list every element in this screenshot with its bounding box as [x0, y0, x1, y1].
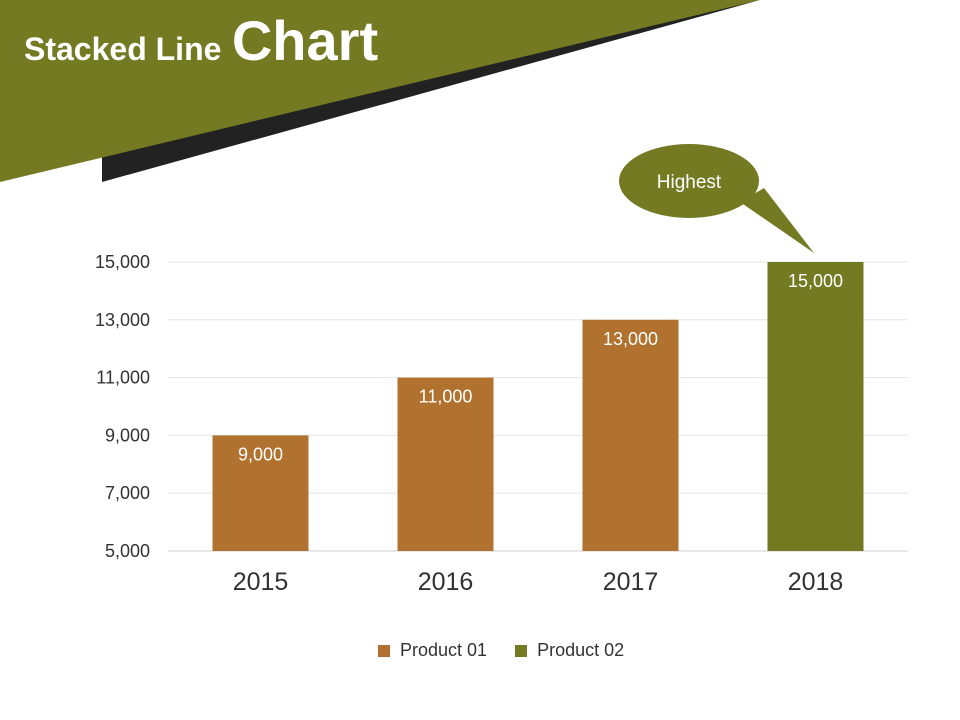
legend-swatch-product-02 — [515, 644, 528, 657]
y-tick-label: 7,000 — [105, 483, 150, 503]
legend-item-product-01: Product 01 — [378, 640, 487, 661]
chart-legend: Product 01 Product 02 — [378, 640, 652, 661]
callout-bubble — [619, 144, 759, 218]
legend-swatch-product-01 — [378, 644, 390, 657]
callout-text: Highest — [657, 172, 722, 193]
data-label: 13,000 — [603, 329, 658, 349]
legend-label-product-01: Product 01 — [400, 640, 488, 660]
x-tick-label: 2018 — [788, 568, 844, 596]
bar-2015-series-1 — [212, 435, 309, 551]
x-tick-label: 2015 — [233, 568, 289, 596]
data-label: 15,000 — [788, 271, 843, 291]
bar-2017-series-1 — [582, 319, 679, 551]
x-tick-label: 2016 — [418, 568, 474, 596]
banner-shadow — [102, 0, 760, 182]
banner-olive — [0, 0, 760, 182]
x-tick-label: 2017 — [603, 568, 659, 596]
title-banner — [0, 0, 760, 182]
page-title: Stacked Line Chart — [24, 8, 378, 73]
legend-label-product-02: Product 02 — [537, 640, 625, 660]
callout-pointer — [740, 188, 814, 253]
bar-2018-series-2 — [767, 262, 864, 551]
y-tick-label: 9,000 — [105, 425, 150, 445]
title-part2: Chart — [231, 9, 379, 72]
title-part1: Stacked Line — [24, 31, 222, 67]
y-tick-label: 11,000 — [96, 368, 150, 388]
y-tick-label: 5,000 — [105, 541, 150, 561]
legend-item-product-02: Product 02 — [515, 640, 624, 661]
y-tick-label: 13,000 — [95, 310, 150, 330]
data-label: 9,000 — [238, 444, 283, 464]
bar-2016-series-1 — [397, 377, 494, 551]
data-label: 11,000 — [419, 387, 473, 407]
y-tick-label: 15,000 — [95, 252, 150, 272]
